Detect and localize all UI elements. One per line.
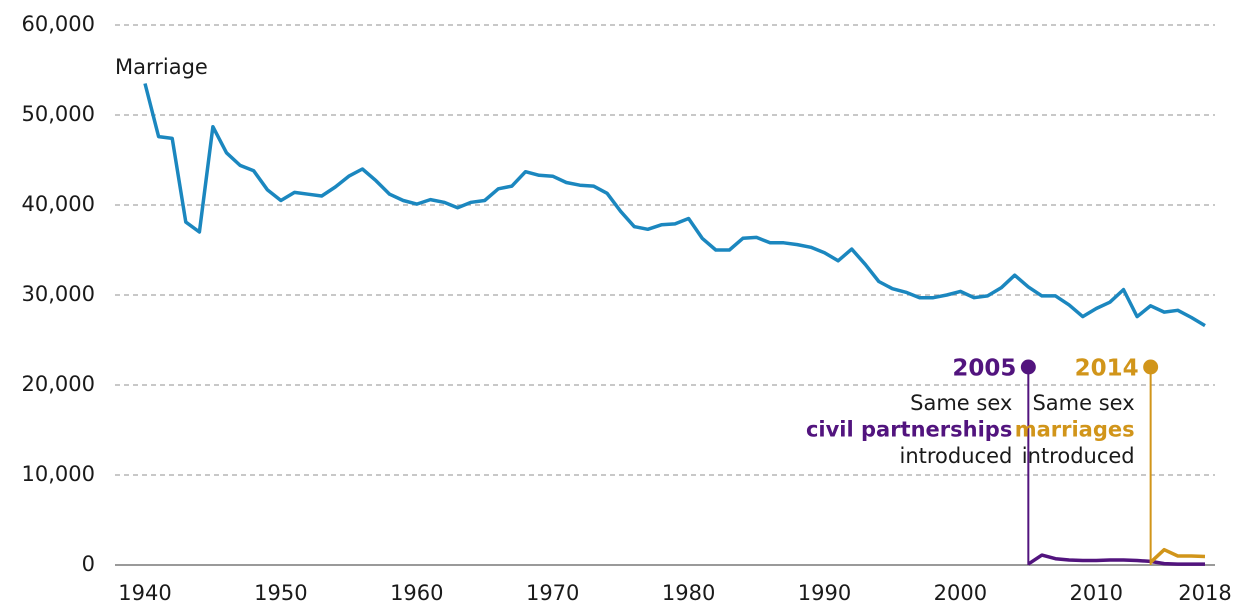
x-tick-label: 2018 — [1178, 581, 1231, 605]
y-tick-label: 0 — [82, 552, 95, 576]
x-tick-label: 2010 — [1070, 581, 1123, 605]
annotation-marker — [1020, 359, 1036, 375]
series-line — [143, 83, 1206, 328]
y-tick-label: 50,000 — [22, 102, 95, 126]
annotation-text: Same sex — [910, 391, 1012, 415]
annotation-marker — [1143, 359, 1159, 375]
x-tick-label: 1980 — [662, 581, 715, 605]
series-line — [1027, 553, 1205, 566]
y-tick-label: 30,000 — [22, 282, 95, 306]
y-tick-label: 20,000 — [22, 372, 95, 396]
y-tick-label: 60,000 — [22, 12, 95, 36]
annotation-text: introduced — [1022, 444, 1135, 468]
y-tick-label: 10,000 — [22, 462, 95, 486]
x-tick-label: 1950 — [254, 581, 307, 605]
annotation-text: introduced — [899, 444, 1012, 468]
x-tick-label: 1990 — [798, 581, 851, 605]
x-tick-label: 2000 — [934, 581, 987, 605]
annotation-text: marriages — [1015, 418, 1135, 442]
series-line — [1149, 547, 1206, 564]
annotation-text: Same sex — [1032, 391, 1134, 415]
x-tick-label: 1940 — [118, 581, 171, 605]
x-tick-label: 1970 — [526, 581, 579, 605]
series-label: Marriage — [115, 55, 208, 79]
y-tick-label: 40,000 — [22, 192, 95, 216]
annotation-text: civil partnerships — [806, 418, 1012, 442]
x-tick-label: 1960 — [390, 581, 443, 605]
annotation-year: 2005 — [952, 356, 1016, 382]
annotation-year: 2014 — [1075, 356, 1139, 382]
